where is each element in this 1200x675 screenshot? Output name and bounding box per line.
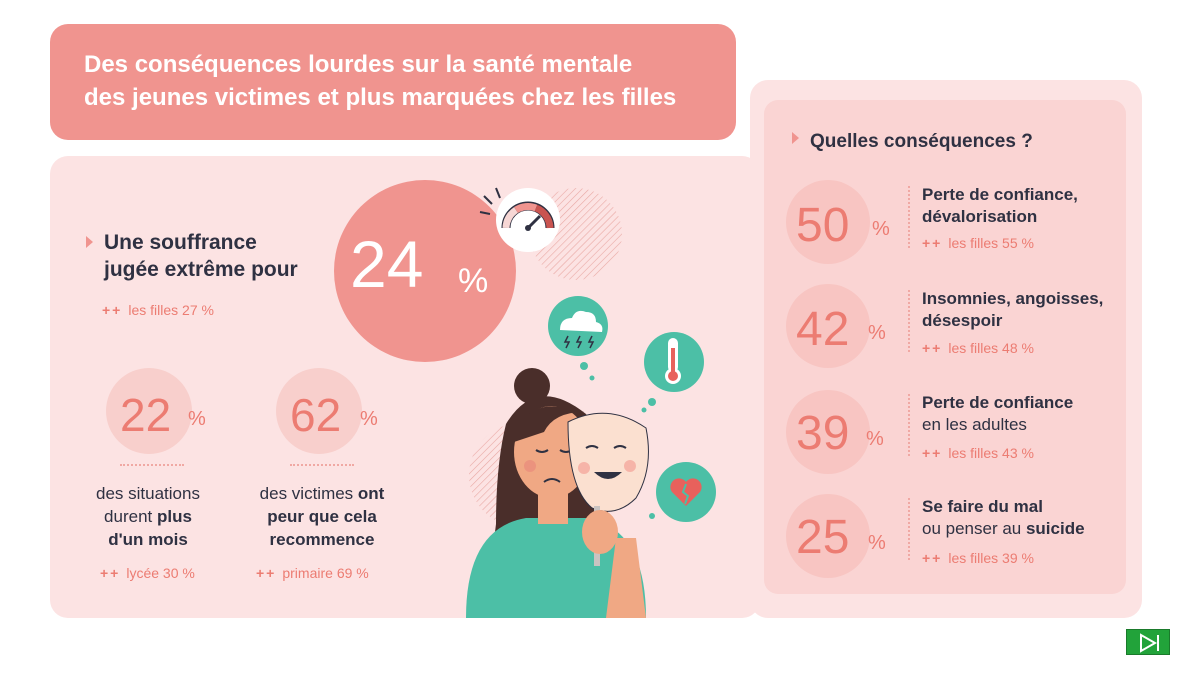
dotted-divider bbox=[908, 186, 910, 248]
stat-circle-2 bbox=[276, 368, 362, 454]
title-line-2: des jeunes victimes et plus marquées che… bbox=[84, 84, 677, 111]
consequence-text-2: Insomnies, angoisses, désespoir bbox=[922, 289, 1104, 330]
title-line-1: Des conséquences lourdes sur la santé me… bbox=[84, 51, 633, 78]
dotted-divider bbox=[908, 394, 910, 456]
consequence-girls-3: ++ les filles 43 % bbox=[922, 445, 1034, 461]
stat-desc-1: des situations durent plus d'un mois bbox=[96, 484, 200, 549]
main-stat-label: Une souffrance jugée extrême pour bbox=[104, 231, 298, 281]
stat-value-2: 62 bbox=[290, 389, 342, 441]
stat-note-1: ++ lycée 30 % bbox=[100, 565, 195, 581]
consequence-circle-3 bbox=[786, 390, 870, 474]
consequence-unit-2: % bbox=[868, 322, 886, 344]
consequence-circle-2 bbox=[786, 284, 870, 368]
consequence-unit-4: % bbox=[868, 532, 886, 554]
consequences-heading: Quelles conséquences ? bbox=[810, 131, 1033, 152]
stat-unit-1: % bbox=[188, 408, 206, 430]
consequence-value-2: 42 bbox=[796, 303, 850, 356]
main-stat-girls: ++ les filles 27 % bbox=[102, 302, 214, 318]
consequence-circle-4 bbox=[786, 494, 870, 578]
consequence-girls-1: ++ les filles 55 % bbox=[922, 235, 1034, 251]
consequence-girls-2: ++ les filles 48 % bbox=[922, 340, 1034, 356]
stat-unit-2: % bbox=[360, 408, 378, 430]
main-stat-unit: % bbox=[458, 262, 489, 300]
consequence-text-1: Perte de confiance, dévalorisation bbox=[922, 185, 1078, 226]
next-slide-icon bbox=[1140, 633, 1159, 653]
consequence-circle-1 bbox=[786, 180, 870, 264]
consequence-girls-4: ++ les filles 39 % bbox=[922, 550, 1034, 566]
gauge-icon bbox=[479, 187, 560, 252]
bullet-arrow-icon bbox=[792, 132, 799, 144]
storm-cloud-icon bbox=[560, 310, 603, 332]
consequence-unit-3: % bbox=[866, 428, 884, 450]
stat-note-2: ++ primaire 69 % bbox=[256, 565, 369, 581]
consequence-value-3: 39 bbox=[796, 407, 850, 460]
consequence-text-4: Se faire du mal ou penser au suicide bbox=[922, 497, 1085, 538]
stat-desc-2: des victimes ont peur que cela recommenc… bbox=[259, 484, 385, 549]
consequence-unit-1: % bbox=[872, 218, 890, 240]
main-stat-circle bbox=[334, 180, 516, 362]
dotted-divider bbox=[120, 464, 184, 466]
broken-heart-icon bbox=[670, 478, 702, 506]
dotted-divider bbox=[908, 290, 910, 352]
dotted-divider bbox=[290, 464, 354, 466]
title-banner: Des conséquences lourdes sur la santé me… bbox=[50, 24, 736, 140]
main-stat-value: 24 bbox=[350, 227, 424, 301]
consequence-value-4: 25 bbox=[796, 511, 850, 564]
stat-value-1: 22 bbox=[120, 389, 172, 441]
girl-with-mask-illustration bbox=[466, 296, 716, 618]
stat-circle-1 bbox=[106, 368, 192, 454]
consequence-value-1: 50 bbox=[796, 199, 850, 252]
consequence-text-3: Perte de confiance en les adultes bbox=[922, 393, 1074, 434]
dotted-divider bbox=[908, 498, 910, 560]
bullet-arrow-icon bbox=[86, 236, 93, 248]
next-slide-button[interactable] bbox=[1126, 629, 1170, 655]
